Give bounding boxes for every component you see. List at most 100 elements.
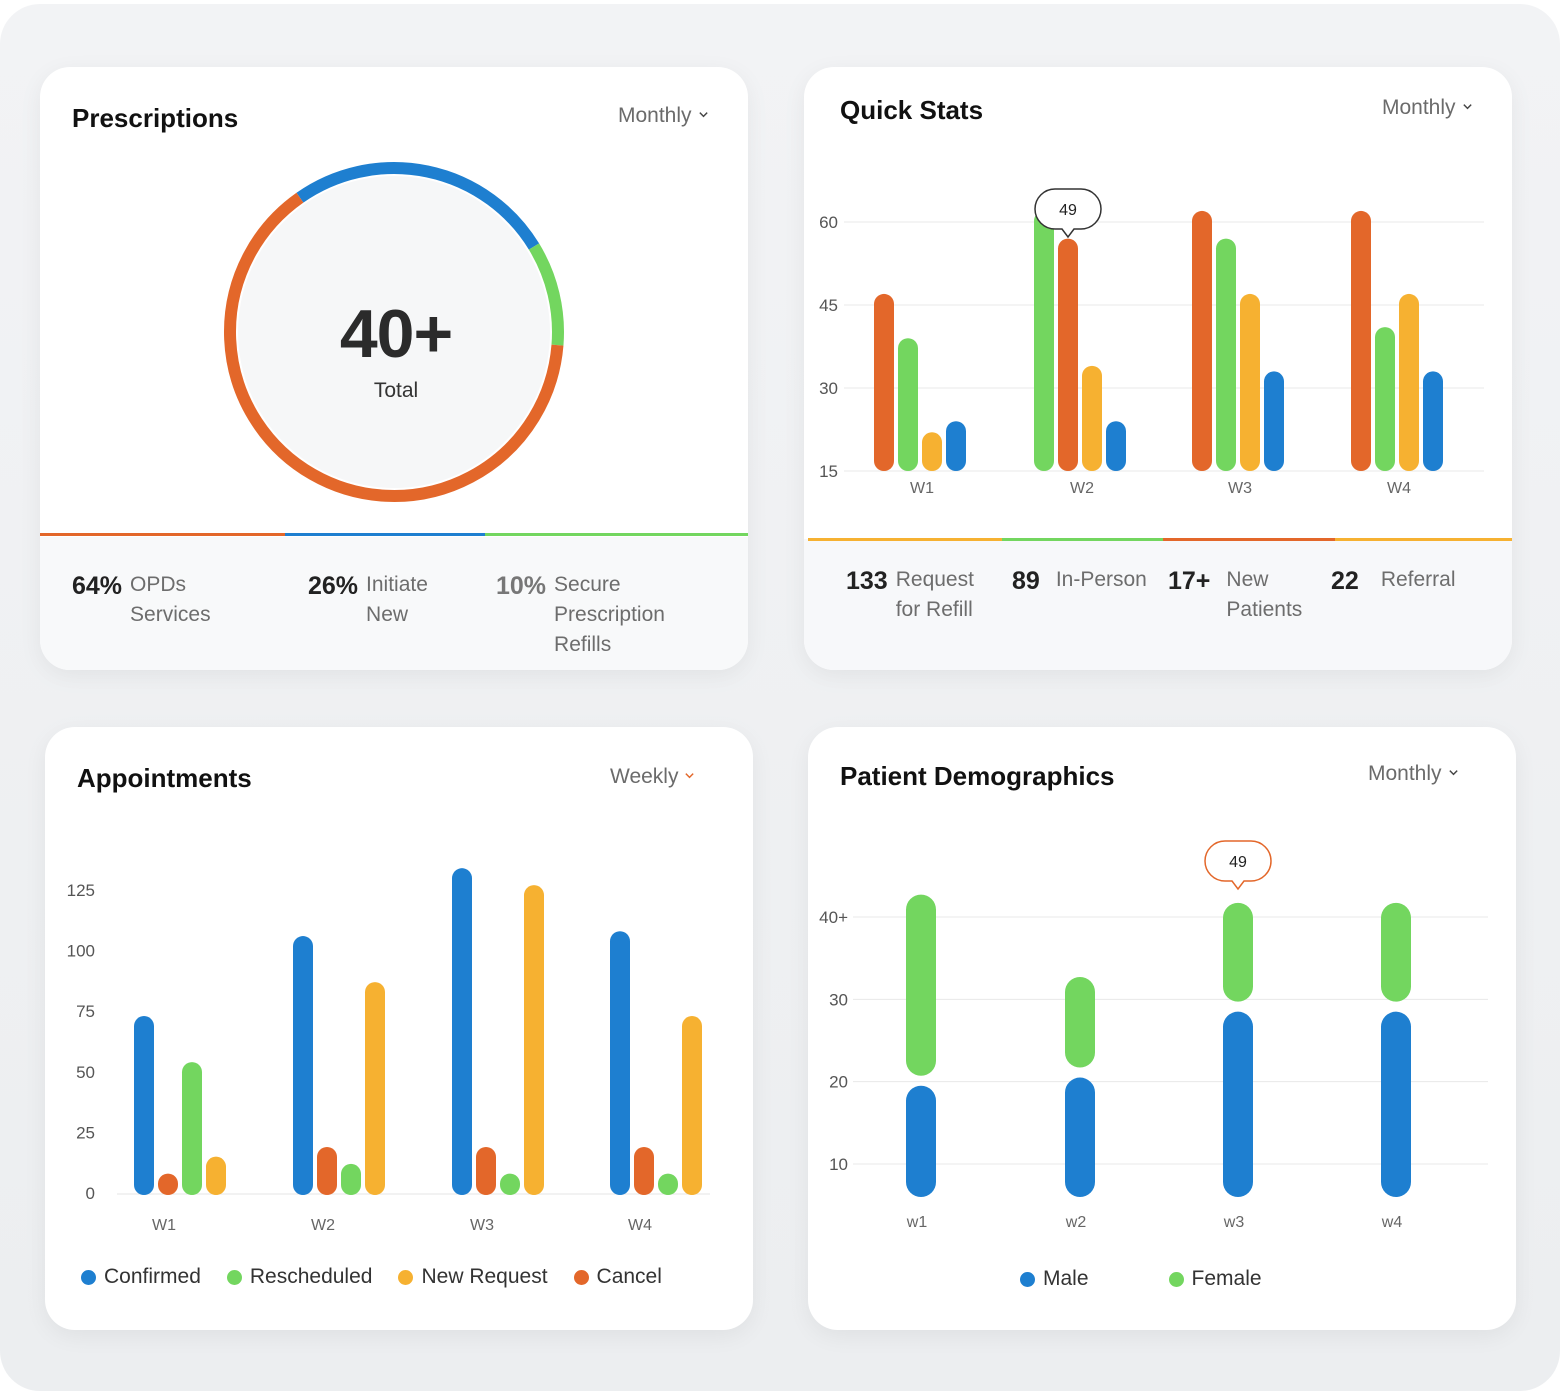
qs-bar-blue-w2[interactable] (1106, 421, 1126, 471)
qs-y-tick: 15 (819, 462, 838, 481)
donut-total-label: Total (373, 379, 419, 402)
divider-opds (40, 533, 285, 536)
pd-bar-female-w1[interactable] (906, 894, 936, 1076)
demographics-title: Patient Demographics (840, 761, 1115, 791)
ap-bar-cancel-w4[interactable] (634, 1146, 654, 1195)
ap-bar-new-request-w3[interactable] (524, 885, 544, 1195)
pd-bar-male-w4[interactable] (1381, 1011, 1411, 1197)
ap-y-tick: 125 (67, 881, 95, 900)
prescriptions-footer (40, 537, 748, 670)
ap-bar-confirmed-w2[interactable] (293, 936, 313, 1195)
pd-tooltip-bubble (1204, 840, 1272, 891)
appointments-bar-chart: 0 25 50 75 100 125 W1 W2 W3 W4 (67, 868, 710, 1234)
qs-bar-yellow-w2[interactable] (1082, 365, 1102, 471)
demographics-period-label: Monthly (1368, 762, 1442, 785)
qs-x-tick: W3 (1228, 480, 1252, 497)
stat-value: 22 (1331, 567, 1359, 595)
divider-newpatients (1163, 538, 1335, 541)
ap-bar-confirmed-w3[interactable] (452, 868, 472, 1195)
ap-x-tick: W2 (311, 1217, 335, 1234)
qs-y-tick: 60 (819, 213, 838, 232)
ap-bar-cancel-w2[interactable] (317, 1146, 337, 1195)
qs-bar-blue-w1[interactable] (946, 421, 966, 471)
demographics-legend: Male Female (1020, 1267, 1262, 1291)
qs-bar-yellow-w4[interactable] (1399, 293, 1419, 471)
qs-bar-orange-w4[interactable] (1351, 210, 1371, 471)
ap-x-tick: W4 (628, 1217, 652, 1234)
qs-bar-yellow-w1[interactable] (922, 432, 942, 471)
prescriptions-title: Prescriptions (72, 103, 239, 133)
pd-tooltip: 49 (1204, 840, 1272, 891)
qs-bar-yellow-w3[interactable] (1240, 293, 1260, 471)
appointments-card: Appointments Weekly 0 25 50 75 100 125 W1 W2 W3 W… (45, 727, 753, 1330)
qs-tooltip: 49 (1034, 188, 1102, 239)
prescriptions-card: Prescriptions Monthly 40+ Total 64% OPDs… (40, 67, 748, 670)
pd-bar-male-w1[interactable] (906, 1085, 936, 1197)
qs-bar-blue-w4[interactable] (1423, 371, 1443, 471)
qs-bar-green-w3[interactable] (1216, 238, 1236, 471)
stat-value: 10% (496, 572, 547, 600)
appointments-period-dropdown[interactable]: Weekly (610, 765, 695, 789)
stat-opds: 64% OPDs Services (72, 572, 211, 630)
qs-bar-green-w2[interactable] (1034, 210, 1054, 471)
legend-female: Female (1168, 1267, 1262, 1291)
stat-initiate: 26% Initiate New (308, 572, 428, 630)
pd-bar-male-w2[interactable] (1065, 1077, 1095, 1197)
qs-bar-green-w4[interactable] (1375, 327, 1395, 471)
ap-bar-confirmed-w1[interactable] (134, 1016, 154, 1195)
ap-bar-rescheduled-w4[interactable] (658, 1173, 678, 1195)
prescriptions-period-dropdown[interactable]: Monthly (618, 104, 709, 128)
demographics-card: Patient Demographics Monthly 10 20 30 40+ w1… (808, 727, 1516, 1330)
legend-label: Female (1191, 1267, 1262, 1290)
ap-bar-new-request-w1[interactable] (206, 1156, 226, 1195)
stat-label-line: Refills (554, 633, 612, 656)
demographics-period-dropdown[interactable]: Monthly (1368, 762, 1459, 786)
stat-label-line: Referral (1380, 568, 1456, 591)
quick-stats-period-dropdown[interactable]: Monthly (1382, 96, 1473, 120)
stat-label-line: for Refill (895, 598, 973, 621)
qs-x-tick: W4 (1387, 480, 1411, 497)
stat-label: New Patients (1226, 565, 1302, 625)
qs-bar-blue-w3[interactable] (1264, 371, 1284, 471)
qs-bar-orange-w3[interactable] (1192, 210, 1212, 471)
chevron-down-icon (1448, 769, 1458, 775)
quick-stats-card: Quick Stats Monthly 15 30 45 60 W1 W2 W3 W4 49 1… (804, 67, 1512, 670)
quick-stats-bar-chart: 15 30 45 60 W1 W2 W3 W4 49 (819, 188, 1484, 497)
ap-bar-new-request-w2[interactable] (365, 982, 385, 1195)
donut-slice-initiate-new[interactable] (296, 162, 540, 250)
stat-label-line: Services (130, 603, 211, 626)
donut-slice-secure-prescription-refills[interactable] (528, 243, 564, 346)
pd-bar-female-w4[interactable] (1381, 902, 1411, 1002)
stat-label: OPDs Services (130, 570, 211, 630)
qs-bar-green-w1[interactable] (898, 338, 918, 471)
ap-bar-rescheduled-w2[interactable] (341, 1163, 361, 1195)
pd-y-tick: 40+ (819, 908, 848, 927)
ap-bar-rescheduled-w1[interactable] (182, 1062, 202, 1195)
donut-slice-opds-services[interactable] (224, 192, 564, 502)
pd-x-tick: w4 (1381, 1214, 1403, 1231)
legend-dot (81, 1269, 96, 1285)
stat-label: Request for Refill (896, 565, 974, 625)
pd-bar-female-w3[interactable] (1223, 902, 1253, 1002)
stat-label-line: Initiate (366, 573, 428, 596)
pd-bar-male-w3[interactable] (1223, 1011, 1253, 1197)
chevron-down-icon (698, 111, 708, 117)
stat-label: In-Person (1056, 565, 1147, 595)
legend-dot (1168, 1271, 1184, 1287)
qs-bar-orange-w2[interactable] (1058, 238, 1078, 471)
ap-bar-cancel-w3[interactable] (476, 1146, 496, 1195)
pd-y-tick: 30 (829, 990, 848, 1009)
stat-label-line: Prescription (554, 603, 665, 626)
ap-bar-confirmed-w4[interactable] (610, 931, 630, 1195)
ap-bar-new-request-w4[interactable] (682, 1016, 702, 1195)
legend-rescheduled: Rescheduled (226, 1265, 372, 1289)
qs-bar-orange-w1[interactable] (874, 293, 894, 471)
quick-stats-footer (804, 539, 1512, 670)
ap-y-tick: 50 (76, 1063, 95, 1082)
pd-bar-female-w2[interactable] (1065, 976, 1095, 1068)
stat-value: 89 (1012, 567, 1040, 595)
ap-bar-cancel-w1[interactable] (158, 1173, 178, 1195)
appointments-period-label: Weekly (610, 765, 679, 788)
stat-refills: 10% Secure Prescription Refills (496, 572, 665, 660)
ap-bar-rescheduled-w3[interactable] (500, 1173, 520, 1195)
